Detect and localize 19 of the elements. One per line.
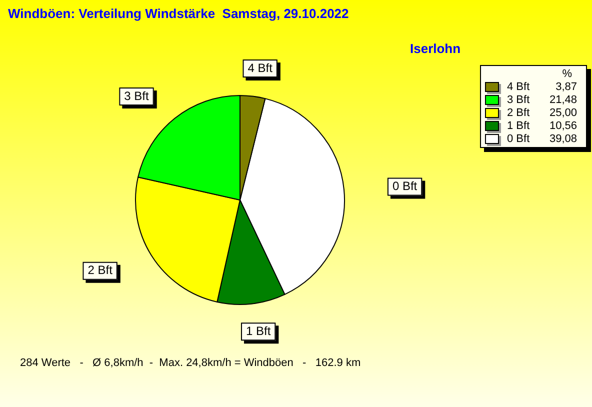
slice-label: 4 Bft bbox=[248, 60, 274, 75]
data-label: 39,08 bbox=[548, 132, 577, 144]
legend-label: 1 Bft bbox=[507, 120, 531, 132]
legend-label: 0 Bft bbox=[507, 132, 531, 144]
data-label: 25,00 bbox=[548, 106, 577, 118]
legend-title: % bbox=[561, 68, 573, 80]
slice-label: 3 Bft bbox=[124, 88, 150, 103]
text: 284 Werte - Ø 6,8km/h - Max. 24,8km/h = Windböen - 162.9 km bbox=[20, 357, 361, 369]
legend-label: 4 Bft bbox=[507, 80, 531, 92]
data-label: 10,56 bbox=[548, 120, 577, 132]
slice-label: 1 Bft bbox=[246, 324, 272, 338]
slice-label: 2 Bft bbox=[88, 263, 114, 278]
data-label: 21,48 bbox=[548, 94, 577, 106]
legend-label: 3 Bft bbox=[507, 94, 531, 106]
chart-subtitle: Iserlohn bbox=[410, 41, 461, 56]
legend-label: 2 Bft bbox=[507, 106, 531, 118]
data-label: 3,87 bbox=[554, 80, 577, 92]
chart-title: Windböen: Verteilung Windstärke Samstag, 29.10.2022 bbox=[8, 6, 349, 21]
slice-label: 0 Bft bbox=[392, 179, 418, 194]
